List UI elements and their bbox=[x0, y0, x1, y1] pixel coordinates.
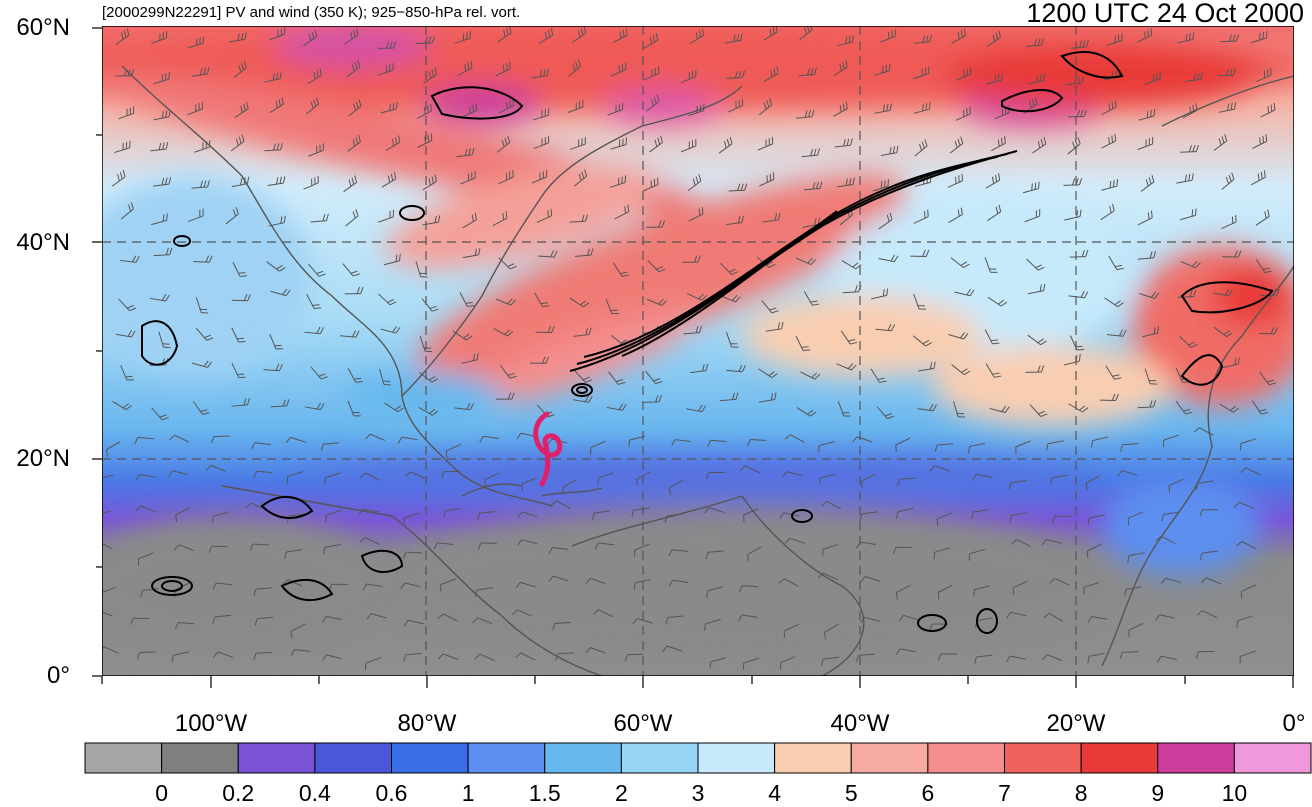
colorbar-label: 10 bbox=[1204, 780, 1264, 807]
colorbar-label: 9 bbox=[1128, 780, 1188, 807]
lon-label-80w: 80°W bbox=[377, 710, 477, 738]
colorbar-swatch bbox=[1081, 743, 1158, 773]
colorbar-label: 5 bbox=[821, 780, 881, 807]
colorbar-label: 1.5 bbox=[515, 780, 575, 807]
colorbar-label: 3 bbox=[668, 780, 728, 807]
colorbar bbox=[84, 742, 1312, 774]
colorbar-swatch bbox=[698, 743, 775, 773]
colorbar-label: 0 bbox=[132, 780, 192, 807]
colorbar-swatch bbox=[238, 743, 315, 773]
colorbar-swatch bbox=[1158, 743, 1235, 773]
colorbar-swatch bbox=[851, 743, 928, 773]
colorbar-swatch bbox=[392, 743, 469, 773]
colorbar-label: 2 bbox=[591, 780, 651, 807]
colorbar-label: 1 bbox=[438, 780, 498, 807]
colorbar-swatch bbox=[162, 743, 239, 773]
colorbar-swatch bbox=[545, 743, 622, 773]
colorbar-label: 0.6 bbox=[362, 780, 422, 807]
lon-label-20w: 20°W bbox=[1026, 710, 1126, 738]
colorbar-label: 6 bbox=[898, 780, 958, 807]
colorbar-label: 7 bbox=[975, 780, 1035, 807]
lon-label-60w: 60°W bbox=[593, 710, 693, 738]
colorbar-swatch bbox=[315, 743, 392, 773]
colorbar-label: 4 bbox=[745, 780, 805, 807]
colorbar-label: 0.4 bbox=[285, 780, 345, 807]
colorbar-label: 8 bbox=[1051, 780, 1111, 807]
colorbar-swatch bbox=[928, 743, 1005, 773]
lon-label-40w: 40°W bbox=[810, 710, 910, 738]
colorbar-swatch bbox=[1234, 743, 1311, 773]
lon-label-0: 0° bbox=[1244, 710, 1312, 738]
lon-label-100w: 100°W bbox=[161, 710, 261, 738]
colorbar-swatch bbox=[85, 743, 162, 773]
colorbar-swatch bbox=[1005, 743, 1082, 773]
colorbar-swatch bbox=[775, 743, 852, 773]
colorbar-swatch bbox=[468, 743, 545, 773]
colorbar-swatch bbox=[621, 743, 698, 773]
colorbar-label: 0.2 bbox=[208, 780, 268, 807]
